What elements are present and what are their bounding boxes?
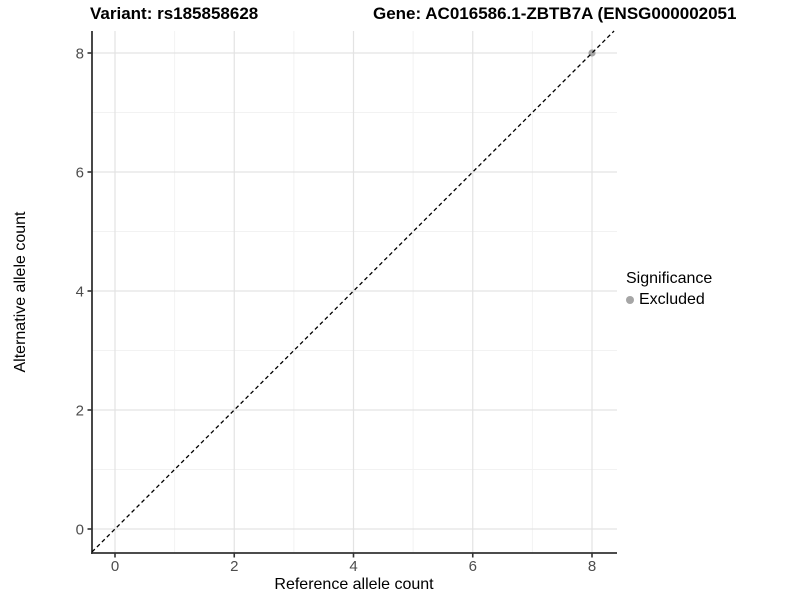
x-tick-label: 8 [588, 558, 596, 575]
y-axis-title: Alternative allele count [12, 211, 29, 373]
x-tick-label: 4 [349, 558, 357, 575]
x-tick-label: 0 [111, 558, 119, 575]
y-tick-label: 8 [76, 46, 84, 63]
legend-title: Significance [626, 270, 713, 287]
gene-title: Gene: AC016586.1-ZBTB7A (ENSG000002051 [373, 4, 737, 23]
identity-line [91, 30, 615, 553]
legend-item-label: Excluded [639, 291, 705, 308]
legend-item-excluded: Excluded [626, 291, 712, 309]
x-axis-title: Reference allele count [274, 576, 434, 593]
y-tick-label: 2 [76, 403, 84, 420]
x-tick-label: 6 [469, 558, 477, 575]
y-tick-label: 4 [76, 284, 84, 301]
y-tick-label: 0 [76, 522, 84, 539]
legend: Significance Excluded [626, 270, 712, 309]
x-tick-label: 2 [230, 558, 238, 575]
excluded-point-icon [626, 296, 634, 304]
y-tick-label: 6 [76, 165, 84, 182]
variant-title: Variant: rs185858628 [90, 4, 259, 23]
